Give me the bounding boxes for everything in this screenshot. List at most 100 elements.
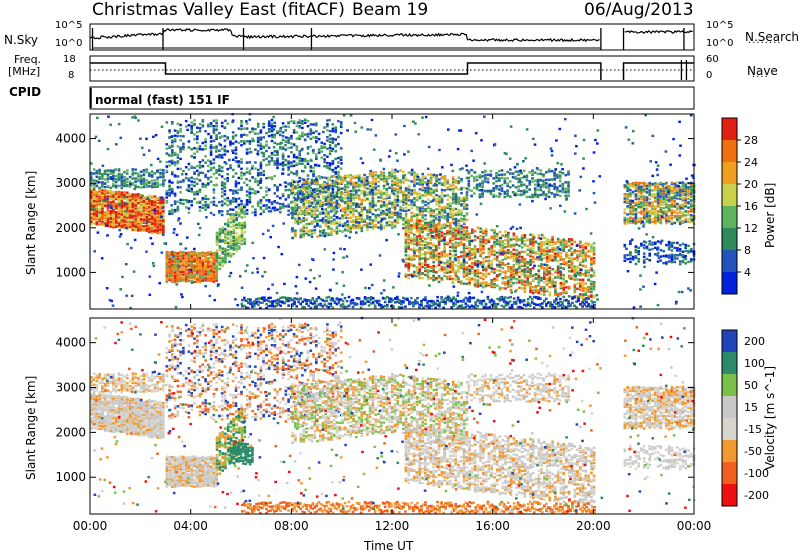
power-cell (379, 194, 383, 197)
power-cell (182, 198, 185, 202)
power-cell (355, 176, 358, 179)
power-cell (117, 172, 121, 176)
power-cell (520, 264, 524, 268)
power-cell (426, 233, 430, 236)
power-cell (156, 209, 159, 213)
power-cell (520, 250, 524, 253)
power-cell (190, 148, 193, 151)
power-cell (198, 256, 202, 260)
power-cell (495, 232, 499, 236)
power-cell (435, 187, 438, 191)
power-cell (484, 265, 488, 269)
power-cell (198, 161, 202, 164)
power-cell (446, 194, 449, 197)
power-cell (298, 134, 301, 138)
power-cell (235, 247, 238, 250)
power-cell (281, 122, 285, 125)
power-cell (388, 176, 391, 179)
power-cell (204, 254, 207, 257)
power-cell (540, 292, 543, 296)
power-cell (182, 267, 185, 270)
power-cell (204, 256, 207, 259)
power-cell (537, 284, 541, 287)
power-cell (418, 234, 421, 238)
power-cell (379, 170, 383, 174)
power-cell (240, 133, 243, 137)
power-cell (254, 208, 257, 211)
power-cell (334, 205, 337, 208)
power-cell (179, 275, 182, 278)
power-cell (212, 161, 216, 165)
power-cell (95, 214, 99, 217)
power-cell (215, 254, 219, 257)
power-cell (134, 200, 137, 203)
power-cell (193, 156, 196, 159)
power-cell (407, 257, 410, 260)
power-cell (281, 194, 285, 197)
power-cell (204, 272, 207, 275)
power-cell (168, 262, 171, 266)
power-cell (302, 195, 305, 199)
power-cell (131, 207, 135, 210)
power-cell (509, 281, 513, 284)
power-cell (323, 189, 326, 193)
power-cell (176, 257, 180, 260)
power-cell (465, 277, 469, 281)
power-cell (173, 253, 177, 257)
power-cell (313, 188, 317, 191)
power-cell (201, 270, 205, 274)
power-cell (237, 162, 241, 166)
power-cell (323, 142, 326, 146)
power-cell (305, 193, 308, 196)
power-cell (443, 175, 447, 178)
power-cell (251, 211, 254, 214)
power-cell (287, 161, 290, 165)
power-cell (310, 201, 314, 204)
power-cell (137, 185, 140, 189)
power-cell (165, 121, 169, 124)
power-cell (476, 236, 480, 239)
power-cell (305, 178, 308, 181)
power-cell (421, 240, 424, 243)
power-cell (338, 223, 341, 226)
power-cell (327, 188, 330, 191)
power-cell (221, 261, 224, 264)
power-cell (221, 264, 224, 268)
power-cell (426, 257, 430, 261)
power-cell (534, 240, 538, 243)
power-cell (388, 193, 391, 197)
power-cell (220, 200, 224, 203)
power-cell (142, 196, 146, 199)
power-cell (287, 173, 290, 176)
power-cell (435, 257, 438, 260)
power-cell (321, 231, 325, 234)
power-cell (229, 208, 232, 211)
power-cell (103, 211, 107, 214)
power-cell (463, 214, 466, 218)
power-cell (312, 166, 315, 169)
power-cell (150, 214, 154, 218)
power-cell (103, 198, 107, 201)
power-cell (402, 191, 405, 194)
power-cell (187, 258, 191, 261)
power-cell (134, 197, 137, 200)
power-cell (128, 180, 132, 183)
power-cell (493, 240, 496, 244)
power-cell (90, 212, 93, 215)
power-cell (526, 266, 529, 269)
power-cell (355, 191, 358, 194)
power-cell (176, 269, 180, 273)
power-cell (196, 126, 199, 129)
power-cell (295, 156, 299, 159)
power-cell (190, 131, 193, 134)
power-cell (346, 207, 350, 210)
power-cell (457, 259, 460, 262)
power-cell (427, 210, 430, 214)
power-cell (95, 212, 99, 216)
power-cell (391, 186, 394, 189)
power-cell (451, 189, 455, 193)
power-cell (317, 137, 321, 141)
power-cell (179, 180, 182, 183)
power-cell (90, 194, 93, 197)
power-cell (294, 202, 297, 206)
